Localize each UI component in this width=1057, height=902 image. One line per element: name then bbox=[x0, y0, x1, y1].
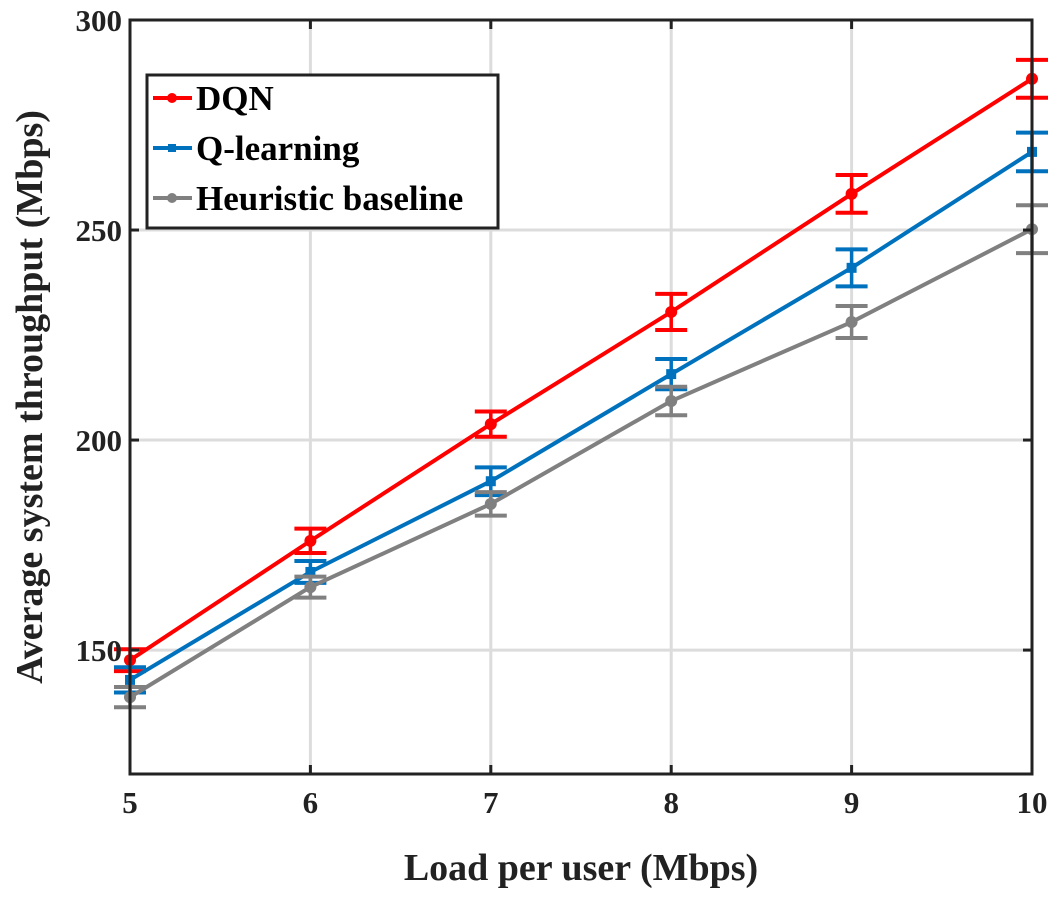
y-tick-label: 250 bbox=[76, 213, 123, 248]
x-tick-label: 9 bbox=[844, 785, 860, 820]
y-tick-label: 150 bbox=[76, 633, 123, 668]
legend: DQN Q-learning Heuristic baseline bbox=[145, 73, 500, 230]
legend-label-dqn: DQN bbox=[196, 79, 274, 118]
series-line-dqn bbox=[128, 77, 1034, 662]
legend-label-q-learning: Q-learning bbox=[196, 129, 360, 168]
y-tick-label: 300 bbox=[76, 3, 123, 38]
legend-box bbox=[145, 73, 500, 230]
series-line-q-learning bbox=[128, 150, 1034, 682]
legend-label-heuristic-baseline: Heuristic baseline bbox=[196, 179, 463, 218]
series-line-heuristic-baseline bbox=[128, 227, 1033, 699]
data-point-dqn bbox=[665, 305, 678, 318]
data-point-q-learning bbox=[305, 566, 316, 577]
data-point-dqn bbox=[484, 418, 497, 431]
data-point-heuristic-baseline bbox=[845, 316, 858, 329]
x-tick-label: 6 bbox=[303, 785, 319, 820]
x-tick-label: 8 bbox=[663, 785, 679, 820]
x-tick-label: 10 bbox=[1017, 785, 1048, 820]
plot-frame bbox=[128, 18, 1034, 776]
legend-marker-heuristic-baseline bbox=[167, 193, 177, 203]
data-point-dqn bbox=[845, 187, 858, 200]
data-point-heuristic-baseline bbox=[304, 581, 317, 594]
data-point-heuristic-baseline bbox=[484, 497, 497, 510]
ticks: 5 6 7 8 9 10 150 200 250 300 bbox=[76, 3, 1048, 820]
data-point-q-learning bbox=[666, 369, 677, 380]
legend-marker-q-learning bbox=[168, 144, 176, 152]
x-tick-label: 5 bbox=[122, 785, 138, 820]
data-point-heuristic-baseline bbox=[665, 394, 678, 407]
legend-marker-dqn bbox=[167, 93, 177, 103]
x-tick-label: 7 bbox=[483, 785, 499, 820]
data-point-q-learning bbox=[846, 262, 857, 273]
y-tick-label: 200 bbox=[76, 423, 123, 458]
y-axis-label: Average system throughput (Mbps) bbox=[9, 110, 51, 684]
data-point-q-learning bbox=[485, 476, 496, 487]
x-axis-label: Load per user (Mbps) bbox=[404, 847, 758, 889]
data-point-dqn bbox=[304, 534, 317, 547]
